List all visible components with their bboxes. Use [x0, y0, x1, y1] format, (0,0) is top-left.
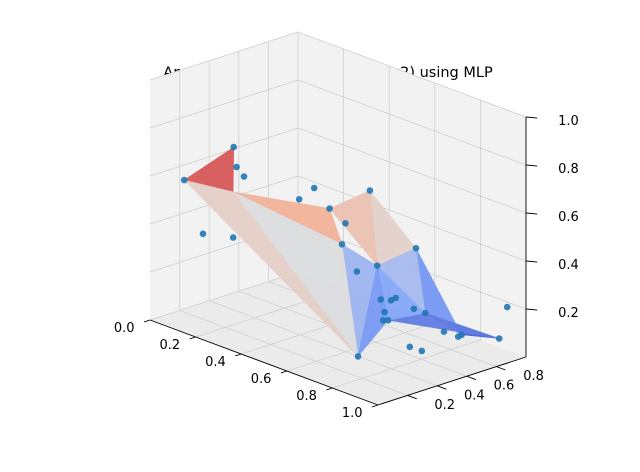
y-tick-mark: [407, 394, 417, 400]
x-tick-label: 0.0: [114, 321, 135, 336]
data-point: [180, 176, 188, 184]
grid-line: [297, 127, 527, 214]
data-point: [338, 241, 346, 248]
z-tick-mark: [525, 308, 538, 311]
x-tick-label: 0.2: [159, 338, 180, 353]
data-point: [377, 296, 385, 303]
data-point: [310, 184, 318, 192]
axis-lines: [143, 116, 538, 408]
x-tick-mark: [371, 404, 379, 408]
z-tick-mark: [525, 260, 538, 263]
z-tick-label: 0.8: [558, 162, 579, 177]
data-point: [440, 328, 448, 336]
data-point: [495, 335, 503, 342]
x-tick-label: 0.6: [251, 372, 272, 387]
data-point: [240, 173, 248, 180]
grid-line: [297, 175, 527, 262]
data-point: [230, 143, 237, 151]
data-point: [384, 317, 392, 324]
surface-facet: [329, 190, 378, 267]
surface-facet: [357, 265, 389, 357]
grid-line: [179, 310, 408, 396]
data-point: [454, 333, 462, 341]
data-point: [233, 163, 240, 171]
data-points: [180, 143, 511, 360]
data-point: [418, 347, 426, 355]
x-tick-mark: [326, 387, 333, 391]
data-point: [421, 309, 429, 317]
data-point: [366, 187, 374, 194]
y-axis-line: [377, 356, 527, 406]
y-tick-mark: [466, 375, 477, 381]
data-point: [295, 196, 303, 203]
x-tick-mark: [235, 353, 242, 357]
data-point: [353, 268, 361, 275]
y-tick-label: 0.8: [523, 369, 544, 384]
data-point: [379, 317, 387, 324]
data-point: [503, 303, 511, 311]
data-point: [354, 353, 362, 360]
y-tick-mark: [437, 385, 447, 390]
grid-line: [149, 79, 299, 129]
x-tick-label: 1.0: [342, 406, 363, 421]
data-point: [326, 205, 333, 212]
tick-labels: 0.0 0.2 0.4 0.6 0.8 1.0 0.2 0.4 0.6 0.8 0.2 0.4 0.6 0…: [114, 114, 579, 421]
grid-line: [297, 79, 527, 166]
grid-line: [209, 300, 438, 387]
surface-facet: [183, 179, 359, 357]
data-point: [229, 234, 237, 241]
data-point: [406, 343, 414, 351]
y-tick-label: 0.4: [464, 388, 485, 403]
x-tick-label: 0.8: [296, 389, 317, 404]
z-tick-label: 0.2: [558, 306, 579, 321]
grid-line: [332, 339, 481, 389]
data-point: [199, 230, 207, 238]
y-tick-label: 0.6: [494, 379, 515, 394]
x-tick-label: 0.4: [205, 355, 226, 370]
z-tick-label: 0.6: [558, 210, 579, 225]
z-tick-mark: [525, 164, 538, 167]
grid-line: [149, 127, 299, 177]
z-tick-label: 0.4: [558, 258, 579, 273]
z-tick-mark: [525, 212, 538, 215]
data-point: [412, 244, 420, 252]
z-tick-mark: [525, 116, 538, 119]
y-tick-label: 0.2: [434, 398, 455, 413]
data-point: [342, 220, 349, 227]
grid-line: [149, 271, 299, 321]
x-tick-mark: [143, 319, 151, 323]
data-point: [373, 262, 381, 270]
data-point: [410, 305, 418, 313]
floor-pane: [150, 272, 526, 405]
z-tick-label: 1.0: [558, 114, 579, 129]
x-tick-mark: [189, 336, 196, 340]
x-axis-line: [149, 319, 379, 406]
data-point: [381, 308, 388, 316]
grid-line: [149, 31, 299, 81]
y-tick-mark: [496, 366, 506, 371]
grid-line: [297, 31, 527, 118]
data-point: [392, 294, 400, 302]
x-tick-mark: [280, 370, 287, 374]
